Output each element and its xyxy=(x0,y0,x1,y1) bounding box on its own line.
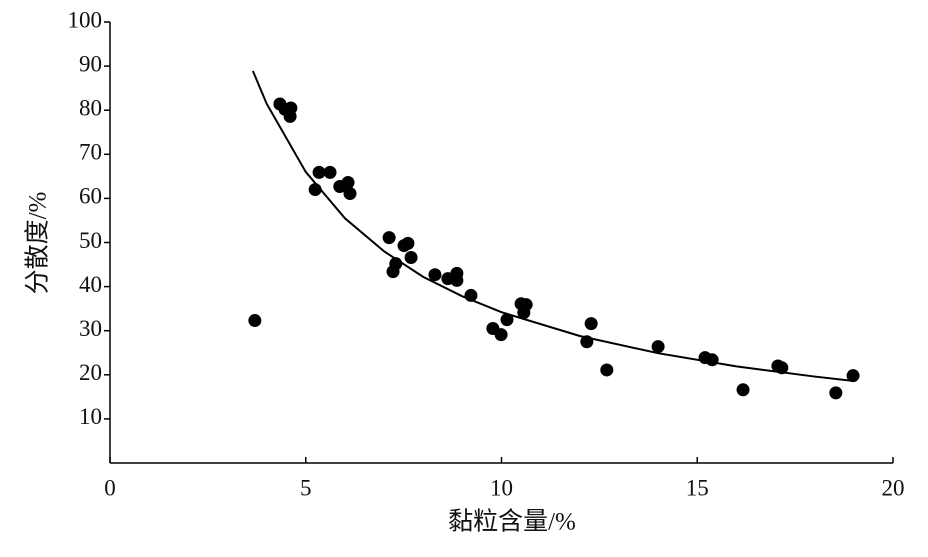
data-point xyxy=(323,165,337,179)
data-point xyxy=(736,383,750,397)
data-point xyxy=(284,101,298,115)
data-point xyxy=(517,306,531,320)
data-point xyxy=(580,335,594,349)
y-tick-label: 20 xyxy=(79,360,102,385)
x-tick-label: 0 xyxy=(104,475,116,500)
data-point xyxy=(248,314,262,328)
data-point xyxy=(308,183,322,197)
data-point xyxy=(584,317,598,331)
data-point xyxy=(464,288,478,302)
x-axis-title: 黏粒含量/% xyxy=(448,508,576,536)
data-point xyxy=(494,328,508,342)
data-point xyxy=(705,353,719,367)
data-point xyxy=(651,340,665,354)
data-point xyxy=(500,313,514,327)
x-tick-label: 20 xyxy=(882,475,905,500)
y-tick-label: 100 xyxy=(68,7,103,32)
y-tick-label: 10 xyxy=(79,404,102,429)
fit-curve xyxy=(251,70,854,382)
x-tick-label: 10 xyxy=(490,475,513,500)
x-tick-label: 15 xyxy=(686,475,709,500)
y-tick-label: 40 xyxy=(79,272,102,297)
y-tick-label: 30 xyxy=(79,316,102,341)
y-axis-title: 分散度/% xyxy=(24,192,52,295)
data-point xyxy=(401,236,415,250)
data-point xyxy=(382,231,396,245)
data-point xyxy=(389,257,403,271)
x-tick-label: 5 xyxy=(300,475,312,500)
data-point xyxy=(600,363,614,377)
y-tick-label: 60 xyxy=(79,184,102,209)
data-point xyxy=(450,273,464,287)
data-point xyxy=(428,268,442,282)
data-point xyxy=(312,165,326,179)
y-tick-label: 50 xyxy=(79,228,102,253)
data-point xyxy=(846,369,860,383)
y-tick-label: 70 xyxy=(79,140,102,165)
data-point xyxy=(341,176,355,190)
data-point xyxy=(829,386,843,400)
data-point xyxy=(775,361,789,375)
data-point xyxy=(404,250,418,264)
y-tick-label: 90 xyxy=(79,51,102,76)
y-tick-label: 80 xyxy=(79,95,102,120)
data-point xyxy=(343,187,357,201)
